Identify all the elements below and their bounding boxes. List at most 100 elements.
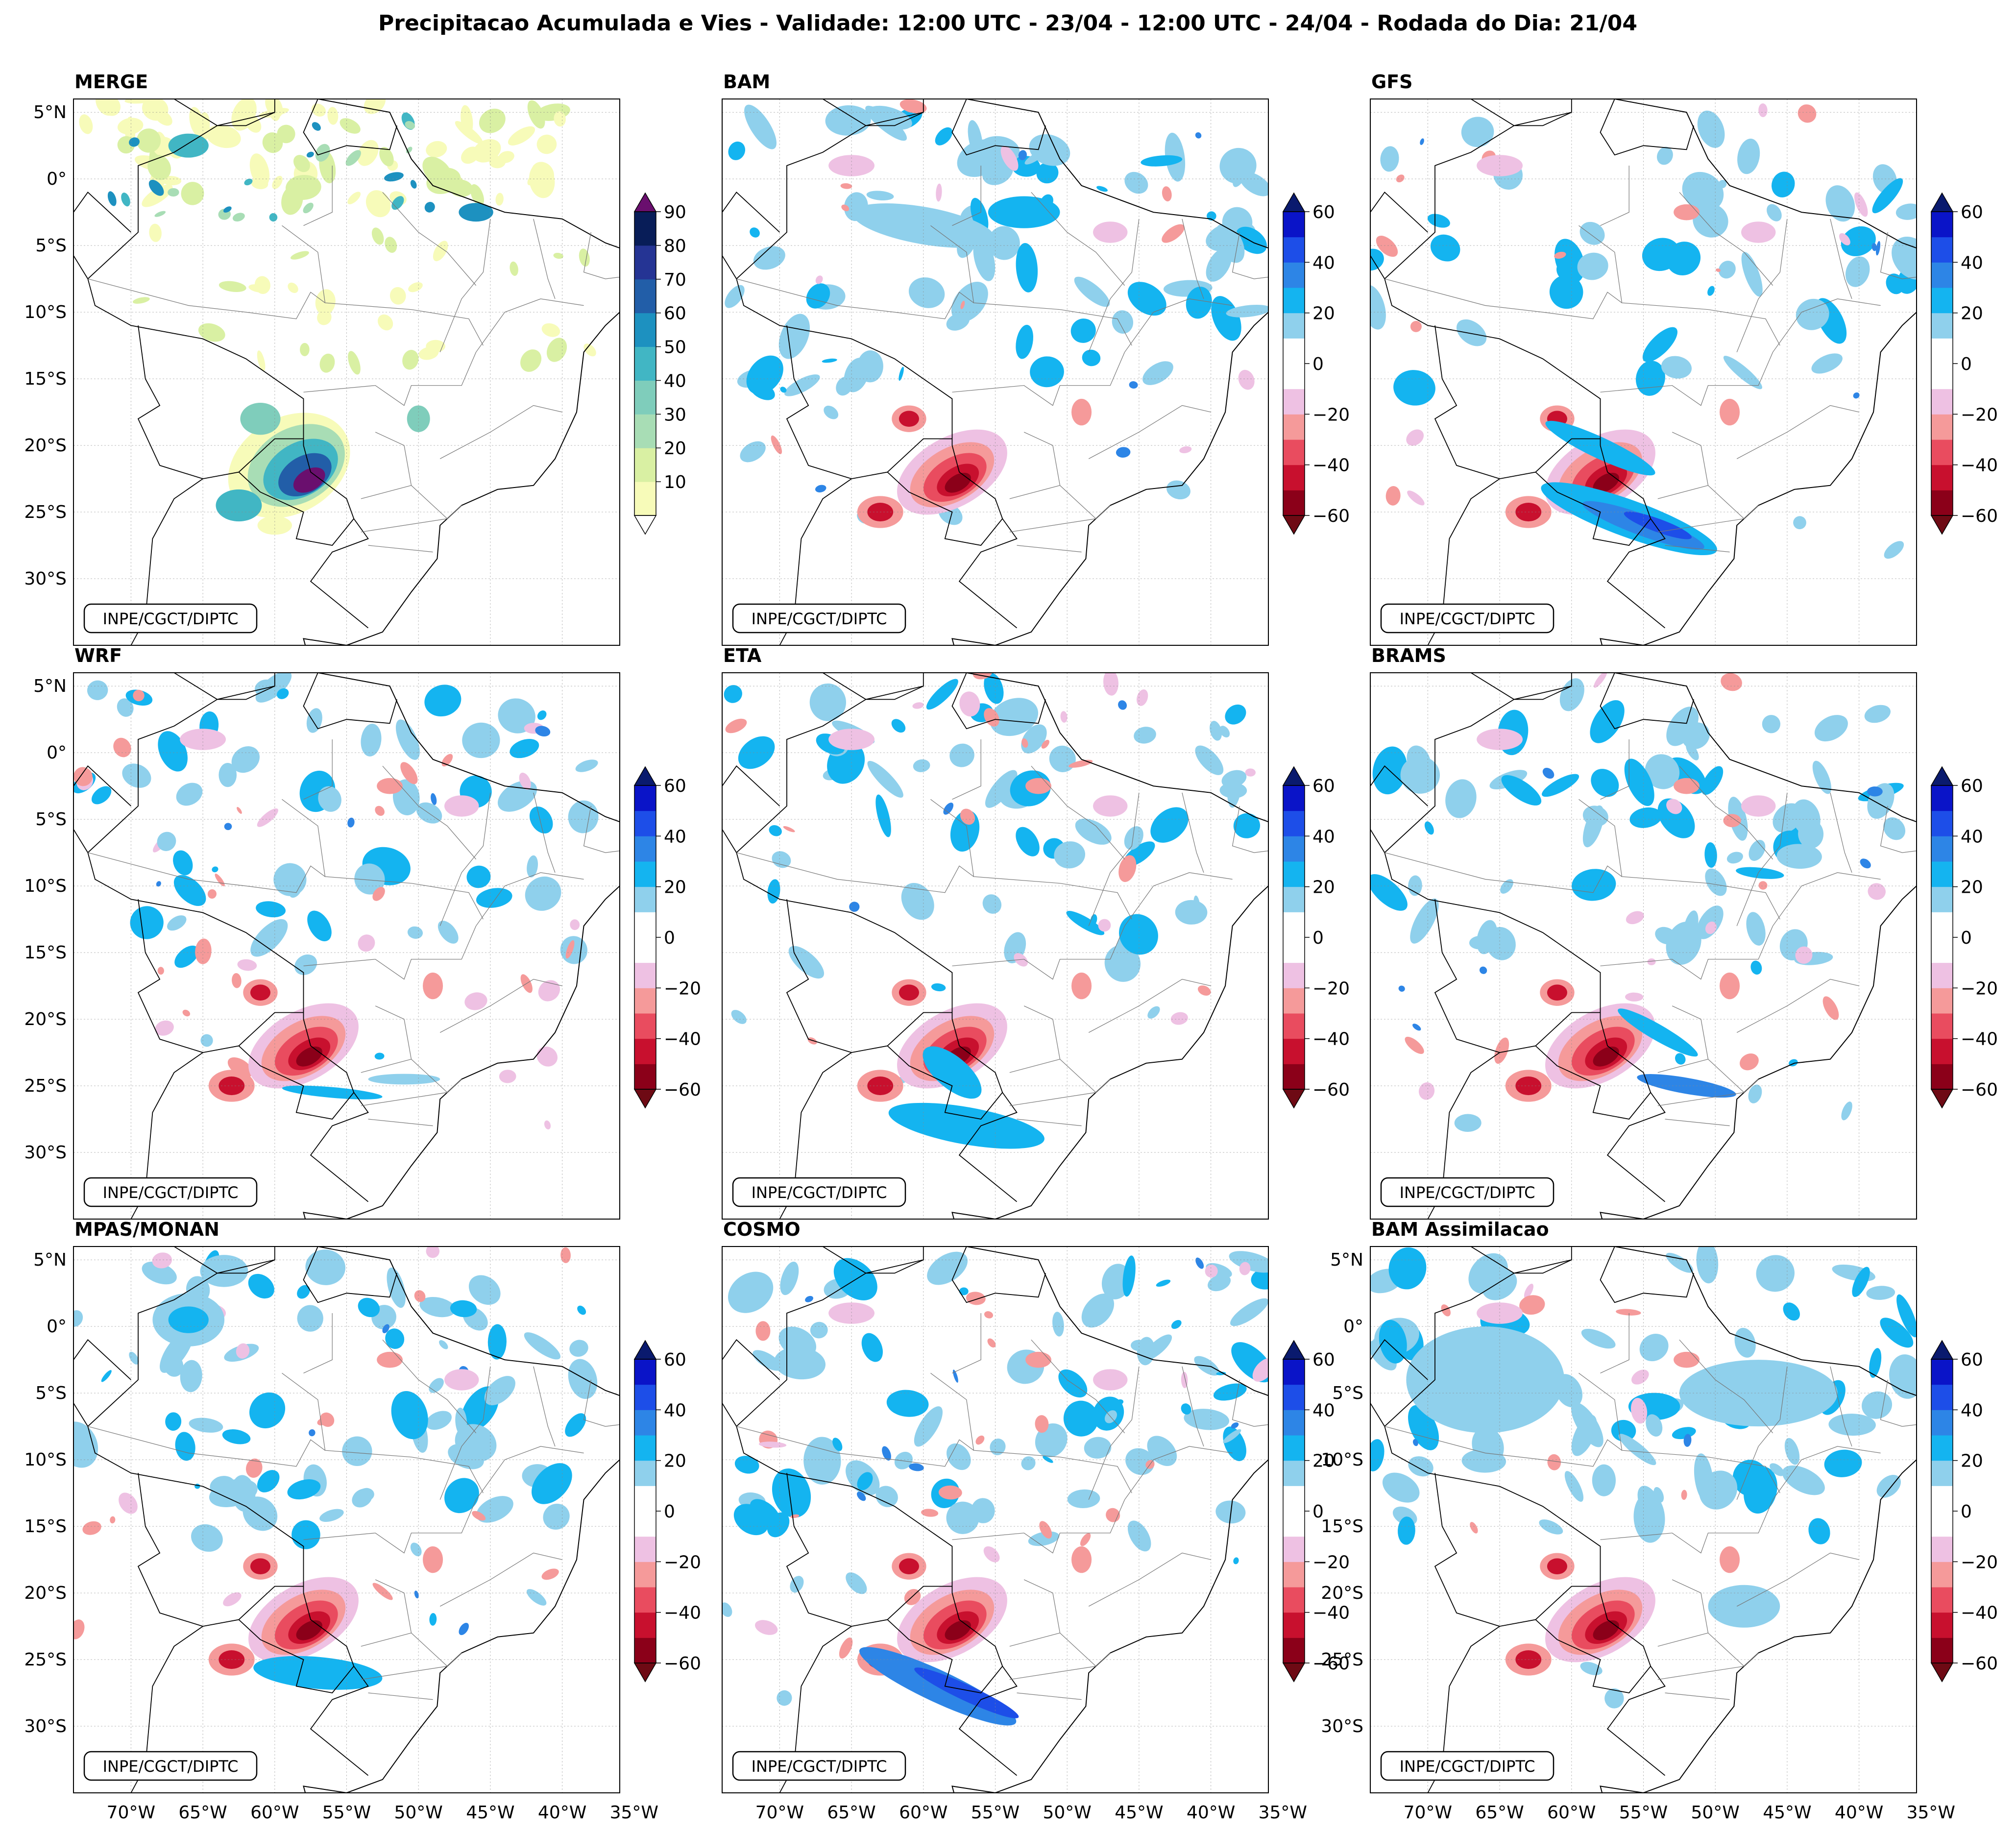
- panel-title: MPAS/MONAN: [74, 1219, 219, 1240]
- colorbar-tick-label: −20: [1961, 405, 1998, 425]
- colorbar-tick-label: 40: [1312, 1400, 1335, 1420]
- country-border: [951, 1247, 1046, 1303]
- country-border: [736, 1259, 1018, 1776]
- state-border: [1031, 192, 1125, 286]
- colorbar-tick-label: −60: [1312, 1654, 1350, 1674]
- map-area: [722, 99, 1268, 645]
- colorbar-under-arrow: [1930, 1089, 1954, 1109]
- state-border: [736, 278, 974, 319]
- colorbar-under-arrow: [633, 1663, 657, 1683]
- colorbar-bin: [1931, 237, 1953, 263]
- colorbar-over-arrow: [633, 192, 657, 212]
- state-border: [303, 166, 333, 226]
- colorbar-bin: [1931, 1511, 1953, 1537]
- colorbar-bin: [1931, 988, 1953, 1014]
- state-border: [1009, 432, 1061, 499]
- colorbar-tick-label: 60: [1961, 776, 1983, 796]
- state-border: [88, 278, 325, 319]
- state-border: [361, 1092, 447, 1106]
- colorbar-tick-label: −40: [1312, 456, 1350, 476]
- state-border: [1182, 219, 1204, 299]
- state-border: [361, 518, 447, 533]
- country-border: [821, 673, 924, 700]
- country-border: [87, 112, 369, 629]
- colorbar-bin: [1931, 886, 1953, 912]
- map-area: [73, 99, 620, 645]
- state-border: [952, 352, 1125, 406]
- lat-label: 20°S: [24, 436, 67, 456]
- lon-label: 70°W: [755, 1803, 804, 1823]
- state-border: [1232, 232, 1268, 279]
- state-border: [1009, 1579, 1061, 1647]
- colorbar-bin: [1931, 810, 1953, 836]
- state-border: [368, 1119, 433, 1126]
- state-border: [952, 1313, 981, 1373]
- state-border: [1736, 405, 1859, 459]
- colorbar-tick-label: 60: [1312, 202, 1335, 222]
- lat-label: 5°N: [33, 102, 67, 122]
- colorbar-bin: [634, 1359, 656, 1385]
- country-border: [73, 1339, 132, 1427]
- credit-badge: INPE/CGCT/DIPTC: [732, 1751, 906, 1781]
- colorbar-bin: [634, 1536, 656, 1562]
- colorbar-bin: [634, 861, 656, 887]
- colorbar-over-arrow: [633, 1340, 657, 1360]
- colorbar-bin: [1931, 861, 1953, 887]
- colorbar-tick-label: 60: [664, 304, 686, 324]
- country-border: [786, 325, 952, 480]
- colorbar-bin: [1931, 1384, 1953, 1410]
- colorbar-bin: [1283, 364, 1305, 390]
- panel-bam: BAM INPE/CGCT/DIPTC 60 40 20 0 −20 −40 −60: [722, 71, 1350, 646]
- panel-title: ETA: [723, 645, 762, 666]
- credit-text: INPE/CGCT/DIPTC: [752, 1757, 887, 1776]
- lat-label: 10°S: [24, 1450, 67, 1470]
- colorbar-bin: [1283, 465, 1305, 490]
- credit-badge: INPE/CGCT/DIPTC: [1380, 1751, 1555, 1781]
- colorbar-tick-label: 20: [1961, 878, 1983, 898]
- state-border: [439, 1552, 562, 1607]
- colorbar: 60 40 20 0 −20 −40 −60: [1282, 766, 1350, 1109]
- map-area: [722, 673, 1268, 1219]
- colorbar-tick-label: 0: [664, 1502, 675, 1522]
- state-border: [1773, 872, 1881, 927]
- colorbar-tick-label: −40: [664, 1603, 701, 1623]
- colorbar-bin: [634, 1384, 656, 1410]
- credit-badge: INPE/CGCT/DIPTC: [1380, 1177, 1555, 1207]
- panel-title: MERGE: [74, 71, 148, 93]
- colorbar-bin: [1283, 836, 1305, 862]
- state-border: [439, 1366, 491, 1500]
- lon-label: 55°W: [1619, 1803, 1668, 1823]
- credit-badge: INPE/CGCT/DIPTC: [83, 1177, 258, 1207]
- credit-text: INPE/CGCT/DIPTC: [1400, 1183, 1535, 1202]
- colorbar-bin: [634, 1587, 656, 1613]
- state-border: [1736, 978, 1859, 1033]
- colorbar-tick-label: 40: [1961, 1400, 1983, 1420]
- lon-label: 60°W: [250, 1803, 299, 1823]
- colorbar-tick-label: 20: [1312, 304, 1335, 324]
- colorbar-bin: [634, 836, 656, 862]
- state-border: [1665, 1692, 1730, 1700]
- lon-label: 65°W: [1475, 1803, 1524, 1823]
- colorbar-tick-label: −60: [1961, 506, 1998, 526]
- country-border: [821, 99, 924, 126]
- colorbar: 60 40 20 0 −20 −40 −60: [1282, 192, 1350, 535]
- colorbar-bin: [1931, 288, 1953, 314]
- colorbar-under-arrow: [1282, 1089, 1306, 1109]
- state-border: [1736, 219, 1788, 352]
- colorbar-tick-label: 60: [664, 776, 686, 796]
- colorbar-bin: [634, 886, 656, 912]
- country-border: [736, 112, 1018, 629]
- state-border: [1665, 1119, 1730, 1126]
- state-border: [1009, 1005, 1061, 1073]
- lon-label: 50°W: [394, 1803, 443, 1823]
- panel-gfs: GFS INPE/CGCT/DIPTC 60 40 20 0 −20 −40 −60: [1370, 71, 1998, 646]
- colorbar-bin: [1931, 1638, 1953, 1663]
- panel-brams: BRAMS INPE/CGCT/DIPTC 60 40 20 0 −20 −40 −60: [1370, 645, 1998, 1220]
- state-border: [1182, 792, 1204, 873]
- colorbar-bin: [1931, 1435, 1953, 1461]
- state-border: [1830, 792, 1852, 873]
- colorbar: 60 40 20 0 −20 −40 −60: [1930, 1340, 1998, 1683]
- colorbar-bin: [634, 1562, 656, 1588]
- colorbar-bin: [1931, 414, 1953, 440]
- colorbar-bin: [1931, 1064, 1953, 1090]
